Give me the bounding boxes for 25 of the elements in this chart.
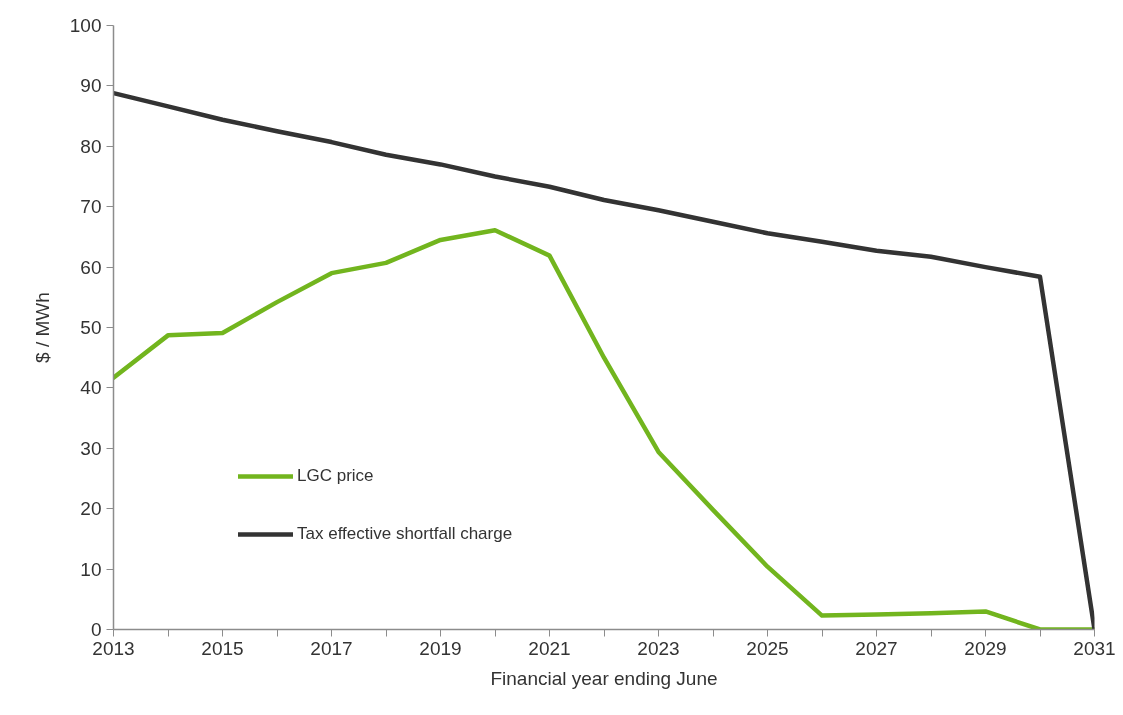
x-tick-label: 2023: [637, 637, 680, 659]
x-tick-label: 2013: [92, 637, 135, 659]
y-tick-label: 60: [80, 256, 102, 278]
x-tick-label: 2031: [1073, 637, 1116, 659]
x-tick-label: 2015: [201, 637, 244, 659]
x-tick-label: 2019: [419, 637, 462, 659]
x-tick-label: 2025: [746, 637, 789, 659]
y-tick-label: 20: [80, 498, 102, 520]
y-tick-label: 50: [80, 317, 102, 338]
legend-label: Tax effective shortfall charge: [297, 524, 513, 544]
x-tick-label: 2027: [855, 637, 898, 659]
y-tick-label: 90: [80, 75, 102, 97]
x-axis-title: Financial year ending June: [490, 667, 718, 689]
y-tick-label: 70: [80, 196, 102, 218]
legend-label: LGC price: [297, 466, 374, 486]
y-tick-label: 100: [69, 15, 102, 36]
y-tick-label: 40: [80, 377, 102, 399]
y-tick-label: 0: [90, 619, 102, 640]
x-tick-label: 2029: [964, 637, 1007, 659]
x-tick-label: 2021: [528, 637, 571, 659]
y-axis-title: $ / MWh: [31, 292, 53, 363]
y-tick-label: 80: [80, 135, 102, 157]
y-tick-label: 10: [80, 558, 102, 580]
y-tick-label: 30: [80, 437, 102, 459]
x-tick-label: 2017: [310, 637, 353, 659]
